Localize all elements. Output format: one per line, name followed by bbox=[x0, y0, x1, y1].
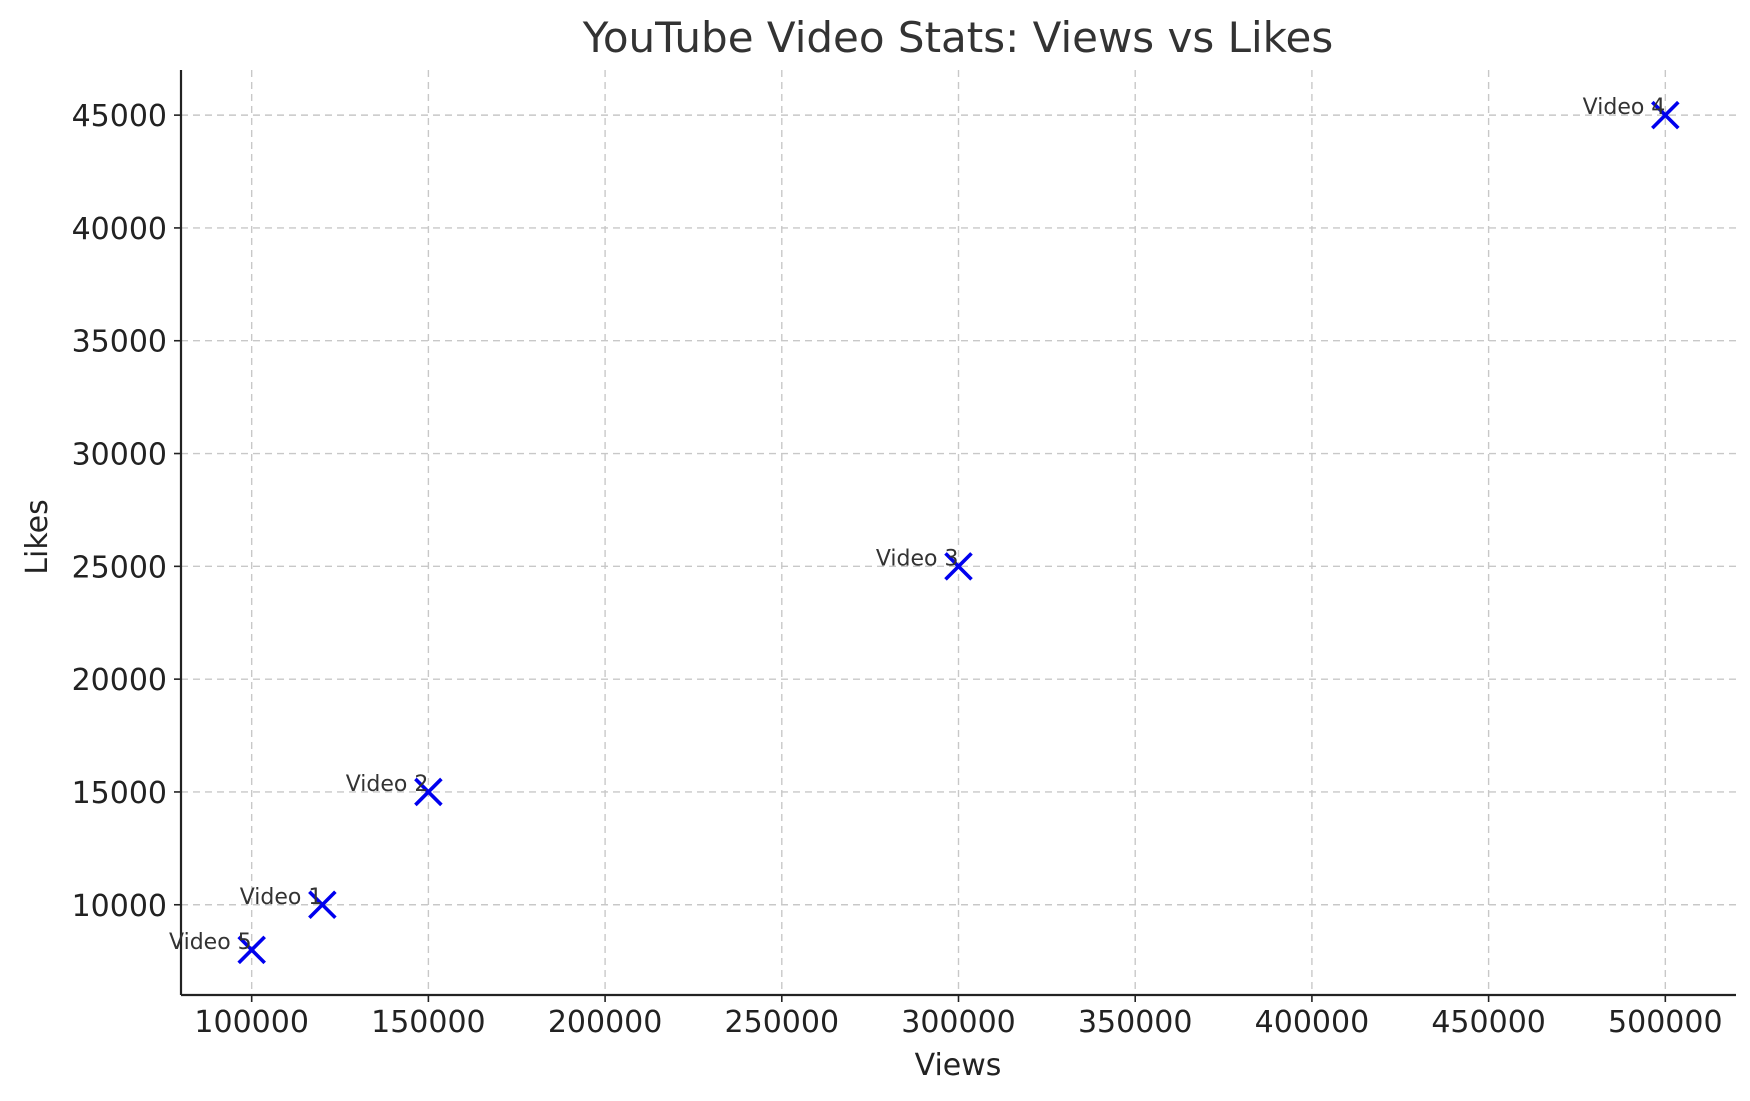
x-tick-label: 250000 bbox=[725, 1005, 840, 1040]
data-point bbox=[308, 890, 337, 920]
y-tick-label: 20000 bbox=[72, 663, 167, 698]
data-point bbox=[944, 552, 973, 581]
chart-title: YouTube Video Stats: Views vs Likes bbox=[582, 13, 1333, 62]
y-tick-label: 45000 bbox=[72, 99, 167, 134]
x-marker-stroke bbox=[308, 890, 337, 920]
x-tick-label: 300000 bbox=[901, 1005, 1016, 1040]
grid bbox=[181, 70, 1736, 995]
x-axis-label: Views bbox=[915, 1048, 1002, 1083]
data-point bbox=[414, 777, 443, 807]
data-point-label: Video 1 bbox=[240, 885, 323, 910]
y-tick-label: 30000 bbox=[72, 438, 167, 473]
tick-labels: 100000 150000 200000 250000 300000 350000 4000… bbox=[72, 99, 1723, 1040]
y-tick-label: 15000 bbox=[72, 776, 167, 811]
data-point bbox=[237, 935, 266, 965]
y-tick-label: 35000 bbox=[72, 325, 167, 360]
data-point bbox=[1651, 100, 1680, 130]
data-point-label: Video 3 bbox=[876, 546, 959, 571]
data-point-label: Video 4 bbox=[1583, 95, 1666, 120]
x-marker-stroke bbox=[944, 552, 973, 581]
x-tick-label: 400000 bbox=[1255, 1005, 1370, 1040]
data-point-label: Video 2 bbox=[346, 772, 429, 797]
x-tick-label: 350000 bbox=[1078, 1005, 1193, 1040]
x-tick-label: 450000 bbox=[1431, 1005, 1546, 1040]
y-tick-label: 25000 bbox=[72, 550, 167, 585]
x-marker-stroke bbox=[1651, 100, 1680, 130]
y-axis-label: Likes bbox=[20, 499, 55, 574]
x-marker-stroke bbox=[237, 935, 266, 965]
y-tick-label: 40000 bbox=[72, 212, 167, 247]
y-tick-label: 10000 bbox=[72, 889, 167, 924]
x-tick-label: 150000 bbox=[371, 1005, 486, 1040]
x-tick-label: 200000 bbox=[548, 1005, 663, 1040]
x-marker-stroke bbox=[414, 777, 443, 807]
x-tick-label: 500000 bbox=[1608, 1005, 1723, 1040]
data-points: Video 1 Video 2 Video 3 Video 4 Video 5 bbox=[169, 95, 1680, 965]
x-tick-label: 100000 bbox=[194, 1005, 309, 1040]
data-point-label: Video 5 bbox=[169, 930, 252, 955]
